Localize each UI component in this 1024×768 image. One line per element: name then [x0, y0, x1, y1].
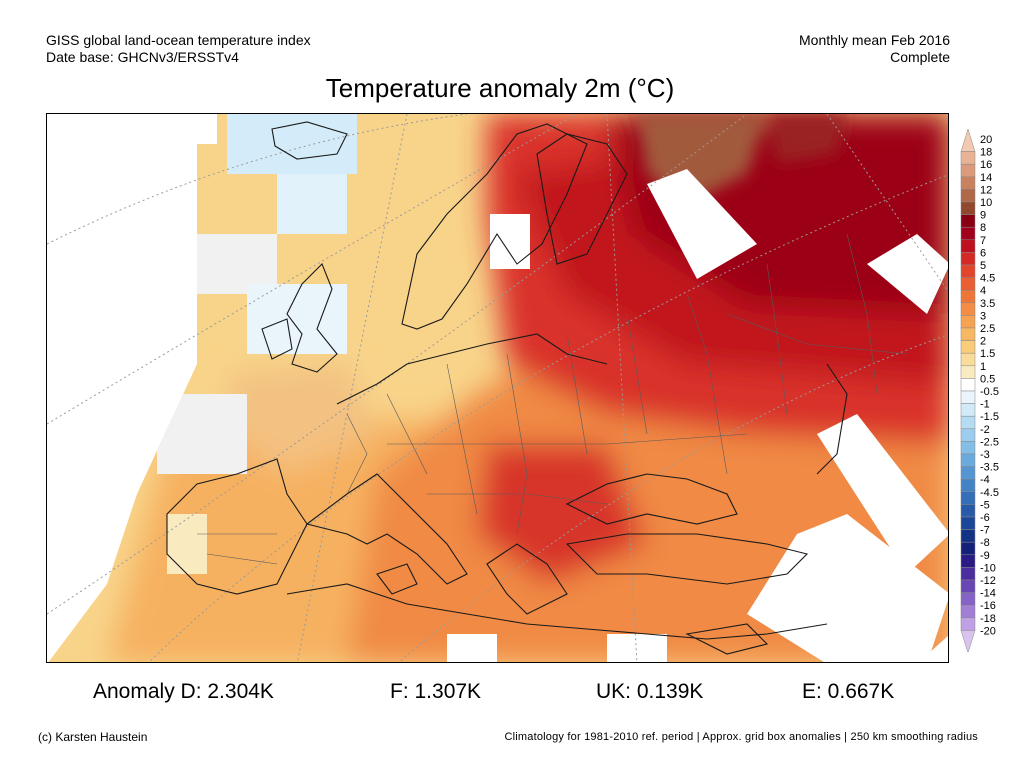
legend-label: -1.5: [980, 411, 999, 423]
legend-label: 0.5: [980, 373, 995, 385]
legend-swatch: [960, 466, 976, 480]
legend-swatch: [960, 592, 976, 606]
legend-swatch: [960, 529, 976, 543]
legend-swatch: [960, 478, 976, 493]
color-legend: 201816141210987654.543.532.521.510.5-0.5…: [960, 128, 999, 652]
legend-label: -2: [980, 424, 990, 436]
legend-label: 5: [980, 260, 986, 272]
legend-label: 4.5: [980, 273, 995, 285]
header-left: GISS global land-ocean temperature index…: [46, 32, 311, 66]
legend-swatch: [960, 441, 976, 455]
legend-swatch: [960, 128, 976, 152]
dataset-title: GISS global land-ocean temperature index: [46, 32, 311, 48]
legend-swatch: [960, 604, 976, 619]
legend-swatch: [960, 630, 976, 652]
legend-label: 1.5: [980, 348, 995, 360]
legend-swatch: [960, 315, 976, 329]
anomaly-e: E: 0.667K: [802, 680, 895, 703]
legend-label: -6: [980, 512, 990, 524]
legend-label: 3: [980, 310, 986, 322]
legend-swatch: [960, 289, 976, 304]
legend-label: 6: [980, 247, 986, 259]
legend-swatch: [960, 201, 976, 215]
legend-swatch: [960, 428, 976, 442]
copyright: (c) Karsten Haustein: [38, 730, 148, 744]
legend-swatch: [960, 352, 976, 367]
legend-swatch: [960, 264, 976, 278]
legend-label: 7: [980, 235, 986, 247]
legend-swatch: [960, 327, 976, 341]
legend-label: 1: [980, 361, 986, 373]
legend-swatch: [960, 579, 976, 593]
legend-swatch: [960, 554, 976, 568]
legend-swatch: [960, 365, 976, 379]
legend-label: -7: [980, 525, 990, 537]
borders: [197, 233, 908, 565]
legend-label: -18: [980, 613, 996, 625]
legend-label: 2: [980, 336, 986, 348]
legend-label: 18: [980, 147, 992, 159]
graticule: [47, 114, 948, 662]
coastlines: [166, 121, 848, 655]
legend-label: 12: [980, 184, 992, 196]
legend-swatch: [960, 504, 976, 518]
legend-label: -20: [980, 625, 996, 637]
map-title: Temperature anomaly 2m (°C): [325, 73, 675, 103]
legend-label: 16: [980, 159, 992, 171]
legend-swatch: [960, 189, 976, 203]
legend-swatch: [960, 176, 976, 190]
legend-swatch: [960, 378, 976, 392]
anomaly-map[interactable]: [46, 113, 949, 663]
legend-label: 8: [980, 222, 986, 234]
legend-label: 9: [980, 210, 986, 222]
anomaly-f: F: 1.307K: [390, 680, 482, 703]
completeness-label: Complete: [890, 49, 950, 65]
legend-swatch: [960, 226, 976, 241]
legend-swatch: [960, 403, 976, 417]
legend-swatch: [960, 214, 976, 228]
legend-label: -5: [980, 499, 990, 511]
legend-swatch: [960, 491, 976, 505]
map-canvas: [47, 114, 948, 662]
legend-label: -1: [980, 399, 990, 411]
legend-swatch: [960, 239, 976, 253]
legend-label: -2.5: [980, 436, 999, 448]
legend-label: 2.5: [980, 323, 995, 335]
legend-label: 3.5: [980, 298, 995, 310]
legend-label: -3.5: [980, 462, 999, 474]
legend-swatch: [960, 541, 976, 556]
legend-label: 10: [980, 197, 992, 209]
anomaly-uk: UK: 0.139K: [596, 680, 704, 703]
legend-label: 20: [980, 134, 992, 146]
legend-swatch: [960, 617, 976, 631]
legend-swatch: [960, 567, 976, 581]
period-label: Monthly mean Feb 2016: [799, 32, 950, 48]
legend-swatch: [960, 415, 976, 430]
legend-label: -16: [980, 600, 996, 612]
legend-label: 4: [980, 285, 986, 297]
header-right: Monthly mean Feb 2016 Complete: [799, 32, 950, 66]
legend-label: -3: [980, 449, 990, 461]
legend-label: -4.5: [980, 487, 999, 499]
methodology-note: Climatology for 1981-2010 ref. period | …: [504, 731, 978, 743]
legend-label: -12: [980, 575, 996, 587]
legend-swatch: [960, 151, 976, 165]
legend-swatch: [960, 277, 976, 291]
legend-label: -8: [980, 537, 990, 549]
legend-label: -14: [980, 588, 996, 600]
database-label: Date base: GHCNv3/ERSSTv4: [46, 49, 239, 65]
legend-swatch: [960, 302, 976, 316]
legend-label: -10: [980, 562, 996, 574]
legend-label: -9: [980, 550, 990, 562]
anomaly-d: Anomaly D: 2.304K: [93, 680, 274, 703]
legend-label: -4: [980, 474, 990, 486]
legend-label: -0.5: [980, 386, 999, 398]
legend-swatch: [960, 390, 976, 404]
legend-swatch: [960, 252, 976, 266]
legend-label: 14: [980, 172, 992, 184]
legend-swatch: [960, 453, 976, 467]
legend-swatch: [960, 163, 976, 178]
legend-swatch: [960, 340, 976, 354]
legend-swatch: [960, 516, 976, 530]
